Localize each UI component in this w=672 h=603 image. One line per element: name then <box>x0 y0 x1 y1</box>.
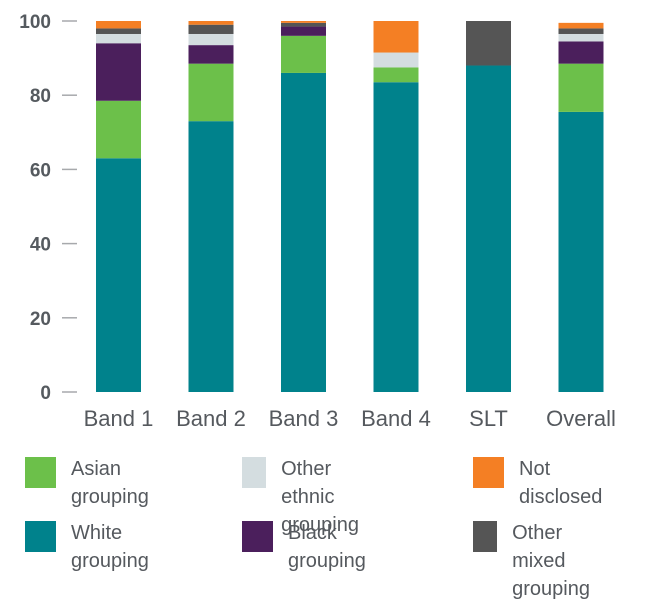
x-tick-label: Band 4 <box>361 406 431 431</box>
bars <box>96 21 604 393</box>
legend-label: White grouping <box>71 522 149 572</box>
y-tick-label: 60 <box>30 160 51 181</box>
bar-segment <box>188 33 234 46</box>
y-tick-label: 40 <box>30 235 51 256</box>
bar-segment <box>466 65 511 393</box>
bar-segment <box>188 121 234 393</box>
legend-item-not-disclosed: Not disclosed <box>473 455 602 511</box>
legend-swatch <box>473 457 504 488</box>
bar-segment <box>281 72 326 392</box>
bar-segment <box>373 52 419 68</box>
legend-label: Other ethnic grouping <box>281 458 359 536</box>
legend-swatch <box>242 521 273 552</box>
x-tick-label: Band 3 <box>269 406 339 431</box>
bar-segment <box>558 63 604 112</box>
bar-segment <box>281 26 326 36</box>
bar-segment <box>188 63 234 122</box>
bar-segment <box>96 43 141 101</box>
x-tick-label: SLT <box>469 406 508 431</box>
bar-segment <box>558 28 604 34</box>
bar-segment <box>281 21 326 23</box>
y-tick-label: 80 <box>30 86 51 107</box>
bar-segment <box>96 33 141 44</box>
x-tick-label: Band 1 <box>84 406 154 431</box>
y-tick-label: 0 <box>40 383 51 404</box>
legend-label: Black grouping <box>288 522 366 572</box>
bar-segment <box>466 21 511 66</box>
bar-segment <box>558 41 604 64</box>
y-tick-label: 20 <box>30 309 51 330</box>
x-tick-label: Overall <box>546 406 616 431</box>
legend-item-white: White grouping <box>25 519 149 575</box>
bar-segment <box>188 21 234 25</box>
y-tick-label: 100 <box>19 12 51 33</box>
bar-segment <box>96 21 141 29</box>
legend-swatch <box>473 521 498 552</box>
x-tick-label: Band 2 <box>176 406 246 431</box>
legend-item-black: Black grouping <box>242 519 366 575</box>
bar-segment <box>188 45 234 64</box>
y-axis: 0 20 40 60 80 100 <box>19 12 77 404</box>
legend-label: Not disclosed <box>519 458 603 508</box>
legend-item-asian: Asian grouping <box>25 455 149 511</box>
bar-segment <box>96 158 141 392</box>
legend-item-other-ethnic: Other ethnic grouping <box>242 455 366 539</box>
bar-segment <box>558 33 604 42</box>
bar-segment <box>96 100 141 159</box>
bar-segment <box>188 24 234 34</box>
bar-segment <box>373 21 419 53</box>
bar-segment <box>373 82 419 392</box>
bar-segment <box>558 22 604 29</box>
legend-swatch <box>25 457 56 488</box>
legend-label: Other mixed grouping <box>512 522 590 600</box>
legend-label: Asian grouping <box>71 458 149 508</box>
legend-item-other-mixed: Other mixed grouping <box>473 519 597 603</box>
x-axis: Band 1 Band 2 Band 3 Band 4 SLT Overall <box>84 406 616 431</box>
bar-segment <box>281 22 326 27</box>
stacked-bar-chart: 0 20 40 60 80 100 Band 1 Band 2 Band 3 Band 4 SLT… <box>19 12 616 431</box>
bar-segment <box>558 111 604 393</box>
legend-swatch <box>25 521 56 552</box>
bar-segment <box>281 35 326 73</box>
bar-segment <box>373 67 419 83</box>
legend-swatch <box>242 457 267 488</box>
bar-segment <box>96 28 141 34</box>
